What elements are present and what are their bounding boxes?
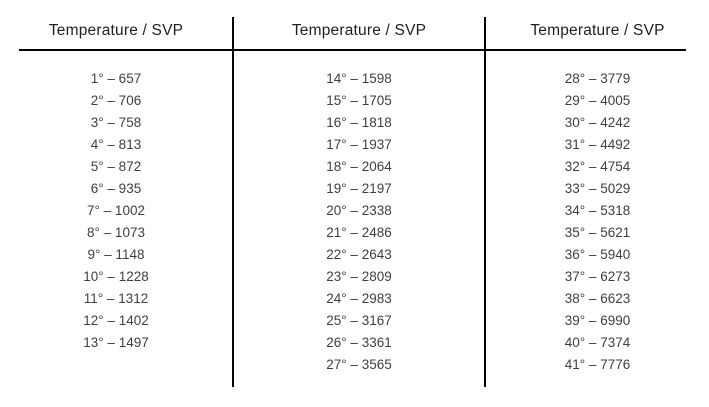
table-cell: 14° – 1598 — [326, 71, 392, 86]
table-cell: 35° – 5621 — [564, 225, 631, 240]
table-column-3: Temperature / SVP 28° – 3779 29° – 4005 30… — [486, 0, 709, 407]
table-cell: 10° – 1228 — [83, 269, 149, 284]
table-cell: 32° – 4754 — [564, 159, 631, 174]
table-cell: 21° – 2486 — [326, 225, 392, 240]
table-cell: 19° – 2197 — [326, 181, 392, 196]
table-cell: 41° – 7776 — [564, 357, 631, 372]
table-cell: 6° – 935 — [90, 181, 142, 196]
table-cell: 26° – 3361 — [326, 335, 392, 350]
table-cell: 30° – 4242 — [564, 115, 631, 130]
table-cell: 13° – 1497 — [83, 335, 149, 350]
header-underline — [19, 49, 686, 51]
table-cell: 20° – 2338 — [326, 203, 392, 218]
column-header: Temperature / SVP — [291, 22, 427, 39]
table-cell: 9° – 1148 — [87, 247, 145, 262]
table-cell: 7° – 1002 — [87, 203, 145, 218]
table-cell: 24° – 2983 — [326, 291, 392, 306]
table-cell: 25° – 3167 — [326, 313, 392, 328]
column-divider-2 — [484, 17, 486, 387]
column-divider-1 — [232, 17, 234, 387]
column-header: Temperature / SVP — [530, 22, 665, 39]
table-cell: 2° – 706 — [90, 93, 142, 108]
table-cell: 8° – 1073 — [87, 225, 145, 240]
column-rows: 1° – 657 2° – 706 3° – 758 4° – 813 5° – 872… — [0, 68, 232, 354]
table-column-1: Temperature / SVP 1° – 657 2° – 706 3° – 7… — [0, 0, 232, 407]
table-cell: 33° – 5029 — [564, 181, 631, 196]
table-cell: 22° – 2643 — [326, 247, 392, 262]
table-cell: 3° – 758 — [90, 115, 142, 130]
table-cell: 16° – 1818 — [326, 115, 392, 130]
table-cell: 29° – 4005 — [564, 93, 631, 108]
column-rows: 14° – 1598 15° – 1705 16° – 1818 17° – 1937… — [234, 68, 484, 376]
table-cell: 31° – 4492 — [564, 137, 631, 152]
table-cell: 17° – 1937 — [326, 137, 392, 152]
table-cell: 23° – 2809 — [326, 269, 392, 284]
table-cell: 39° – 6990 — [564, 313, 631, 328]
table-cell: 28° – 3779 — [564, 71, 631, 86]
table-cell: 37° – 6273 — [564, 269, 631, 284]
table-cell: 12° – 1402 — [83, 313, 149, 328]
table-cell: 1° – 657 — [90, 71, 142, 86]
table-cell: 11° – 1312 — [83, 291, 149, 306]
table-cell: 27° – 3565 — [326, 357, 392, 372]
table-cell: 40° – 7374 — [564, 335, 631, 350]
table-cell: 5° – 872 — [90, 159, 142, 174]
table-column-2: Temperature / SVP 14° – 1598 15° – 1705 16… — [234, 0, 484, 407]
table-cell: 18° – 2064 — [326, 159, 392, 174]
table-cell: 4° – 813 — [90, 137, 142, 152]
table-cell: 34° – 5318 — [564, 203, 631, 218]
column-header: Temperature / SVP — [48, 22, 184, 39]
table-cell: 36° – 5940 — [564, 247, 631, 262]
table-cell: 15° – 1705 — [326, 93, 392, 108]
column-rows: 28° – 3779 29° – 4005 30° – 4242 31° – 4492… — [486, 68, 709, 376]
table-cell: 38° – 6623 — [564, 291, 631, 306]
